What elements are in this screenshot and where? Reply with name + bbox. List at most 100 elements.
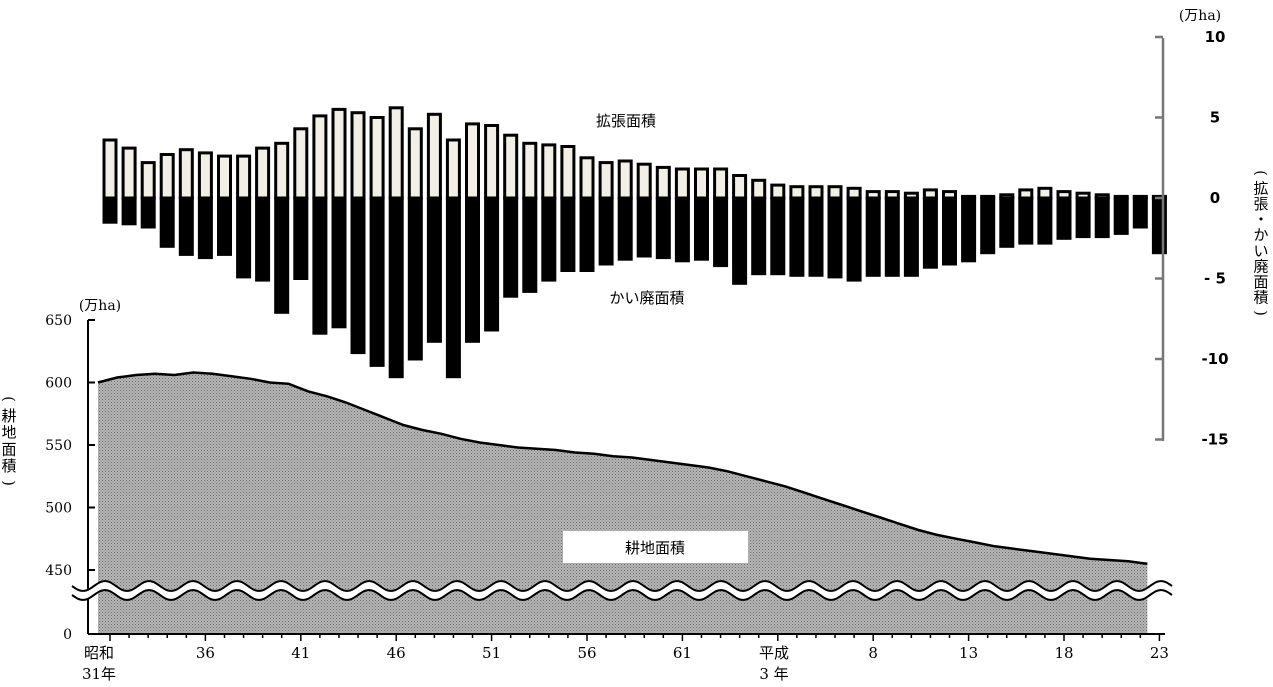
expansion-bar [789,185,805,200]
right-axis-label-char: 廃 [1253,257,1268,275]
expansion-bar [178,148,194,200]
expansion-bar [350,111,366,200]
right-axis-tick-label: -15 [1201,431,1228,449]
right-axis-label-char: 拡 [1253,180,1268,198]
abandonment-bar [961,196,977,263]
x-axis-tick-label: 8 [868,644,878,662]
x-axis-ticks: 36 41 46 51 56 61 8 13 18 23 [109,634,1169,662]
left-axis-tick-label: 600 [45,376,72,392]
axis-break-wave [69,580,1175,601]
x-heisei-label: 平成 [759,644,789,662]
x-start-label: 昭和 [84,644,114,662]
right-axis-label-char: 面 [1253,273,1268,291]
expansion-bar [484,124,500,200]
abandonment-bar [102,196,118,224]
abandonment-bar [312,196,328,335]
abandonment-bar [674,196,690,263]
x-start-label-year: 31年 [82,665,116,683]
cultivated-area-fill [98,372,1148,634]
expansion-bar [732,174,748,200]
abandonment-bar [884,196,900,277]
x-axis-tick-label: 46 [387,644,406,662]
abandonment-bar [713,196,729,268]
abandonment-bar [789,196,805,277]
right-axis-label: (拡張・かい廃面積) [1252,170,1270,316]
abandonment-bar [121,196,137,226]
left-axis-label-char: 耕 [1,407,16,425]
right-axis-unit: (万ha) [1179,8,1221,24]
x-axis-tick-label: 56 [577,644,596,662]
right-axis-label-char: い [1253,242,1268,260]
cultivated-area-line [97,371,1148,566]
abandonment-bar [980,196,996,255]
abandonment-bar [942,196,957,266]
x-heisei-label-year: 3 年 [759,665,788,683]
abandonment-bar [1113,196,1129,235]
expansion-bar [827,185,843,200]
abandonment-bar [445,196,461,379]
right-axis-tick-label: 5 [1210,109,1220,127]
expansion-bar [770,183,786,200]
abandonment-bar [236,196,252,279]
cultivated-series-label-box [563,531,748,563]
abandonment-bar [827,196,843,279]
right-axis-label-char: 積 [1253,288,1268,306]
abandonment-bar [1037,196,1053,245]
expansion-bar [331,107,347,200]
abandonment-bar [293,196,309,280]
abandonment-bar [1094,196,1110,239]
expansion-bar [713,167,729,200]
right-axis-label-char: ・ [1253,211,1268,229]
expansion-series-label: 拡張面積 [596,112,656,130]
abandonment-bar [579,196,595,272]
expansion-bar [426,112,442,200]
abandonment-bar [636,196,652,258]
abandonment-bar [331,196,347,329]
right-axis-label-char: ) [1252,310,1270,316]
x-axis: 36 41 46 51 56 61 8 13 18 23 昭和 31年 平成 3 年 [82,633,1169,683]
expansion-bar [560,145,576,200]
expansion-bar [445,138,461,200]
expansion-bar [636,162,652,200]
abandonment-bar [999,196,1015,248]
expansion-bar [503,133,519,200]
x-axis-tick-label: 41 [291,644,310,662]
cultivated-series-label: 耕地面積 [625,539,685,557]
left-axis-tick-label: 550 [45,438,72,454]
right-axis-tick-label: 10 [1205,28,1226,46]
abandonment-bar [217,196,232,256]
abandonment-bar [503,196,519,298]
left-axis-tick-label: 500 [45,501,72,517]
x-axis-tick-label: 36 [196,644,215,662]
abandonment-bar [1075,196,1091,239]
abandonment-bar [1132,196,1148,229]
bar-series-group [102,106,1167,379]
abandonment-bar [465,196,480,343]
right-axis-tick-label: - 5 [1204,270,1226,288]
abandonment-bar [655,196,671,260]
abandonment-bar [1056,196,1072,240]
abandonment-bar [751,196,767,276]
abandonment-bar [522,196,538,293]
left-axis-label-char: 地 [1,424,16,442]
right-axis-tick-label: -10 [1201,350,1228,368]
expansion-bar [808,185,824,200]
abandonment-bar [197,196,213,260]
expansion-bar [407,127,423,200]
left-axis-unit: (万ha) [79,298,121,314]
expansion-bar [541,143,557,200]
expansion-bar [465,122,480,200]
abandonment-bar [617,196,633,261]
left-axis-tick-label: 0 [63,627,72,643]
expansion-bar [312,114,328,200]
abandonment-bar [484,196,500,332]
right-axis-label-char: 張 [1253,195,1268,213]
x-axis-tick-label: 51 [482,644,501,662]
left-axis-label-char: ) [0,480,18,486]
x-axis-tick-label: 18 [1054,644,1073,662]
expansion-bar [159,153,175,200]
x-axis-tick-label: 23 [1150,644,1169,662]
abandonment-bar [922,196,938,269]
expansion-bar [369,116,385,200]
left-axis-label: (耕地面積) [0,396,18,486]
